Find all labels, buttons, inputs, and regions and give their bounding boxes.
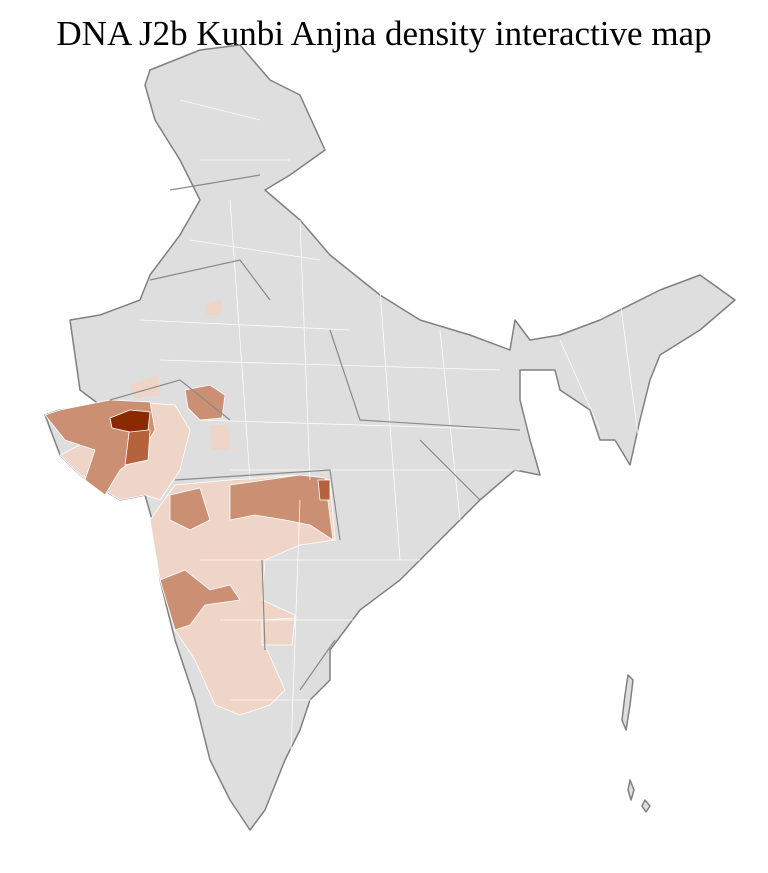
andaman-islands[interactable] — [621, 674, 651, 813]
region-konkan-medium[interactable] — [159, 569, 241, 631]
state-boundaries — [109, 174, 521, 691]
region-karnataka-low[interactable] — [261, 617, 296, 646]
region-nashik-medium[interactable] — [169, 487, 211, 531]
region-banaskantha-highest[interactable] — [109, 409, 151, 433]
district-boundaries — [139, 99, 641, 781]
map-title: DNA J2b Kunbi Anjna density interactive … — [56, 14, 712, 53]
region-rajasthan-medium[interactable] — [184, 384, 226, 421]
region-rajasthan-low[interactable] — [130, 300, 230, 450]
region-maharashtra-medium[interactable] — [229, 474, 334, 541]
region-east-maharashtra-high[interactable] — [317, 479, 331, 501]
